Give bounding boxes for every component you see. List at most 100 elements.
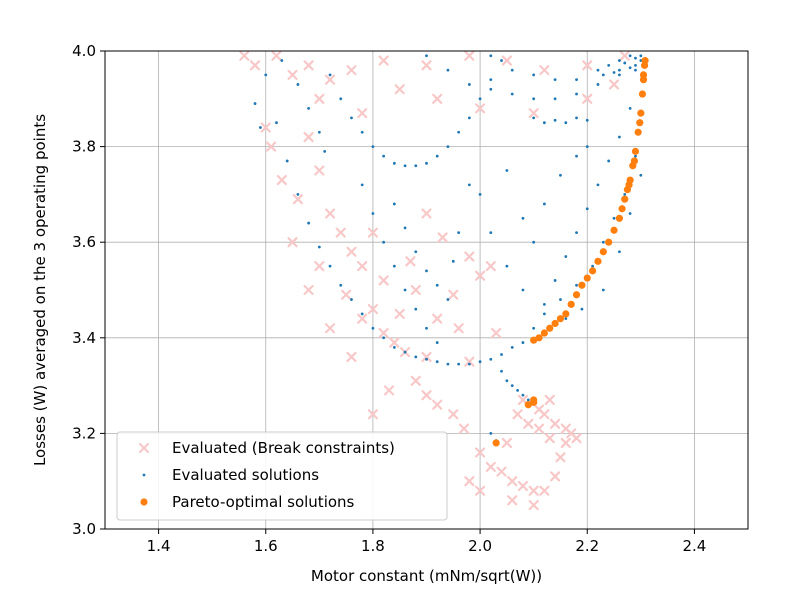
- break-constraint-point: [378, 55, 389, 66]
- break-constraint-point: [287, 69, 298, 81]
- evaluated-point: [542, 121, 546, 125]
- break-constraint-point: [410, 375, 421, 386]
- legend-box: [116, 431, 448, 521]
- x-tick-label: 1.6: [254, 537, 278, 555]
- break-constraint-point: [474, 270, 486, 281]
- evaluated-point: [639, 54, 643, 58]
- evaluated-point: [618, 250, 621, 254]
- break-constraint-point: [448, 409, 459, 420]
- legend-label: Pareto-optimal solutions: [172, 493, 355, 511]
- evaluated-point: [339, 283, 343, 287]
- break-constraint-point: [367, 227, 379, 238]
- break-constraint-point: [549, 471, 561, 482]
- pareto-point: [636, 119, 644, 127]
- evaluated-point: [323, 149, 327, 153]
- y-tick-label: 3.4: [72, 329, 96, 347]
- break-constraint-point: [239, 50, 250, 61]
- break-constraint-point: [287, 237, 298, 248]
- break-constraint-point: [608, 79, 620, 90]
- pareto-point: [567, 300, 575, 308]
- evaluated-point: [414, 307, 418, 311]
- evaluated-point: [435, 341, 439, 344]
- pareto-point: [599, 248, 607, 256]
- break-constraint-point: [421, 208, 432, 219]
- evaluated-point: [585, 207, 589, 211]
- evaluated-point: [575, 154, 578, 158]
- evaluated-point: [532, 73, 536, 77]
- legend-label: Evaluated solutions: [172, 466, 319, 484]
- evaluated-point: [446, 68, 450, 72]
- break-constraint-point: [533, 404, 545, 415]
- legend-marker: [140, 498, 148, 506]
- evaluated-point: [467, 362, 471, 366]
- break-constraint-point: [432, 93, 443, 104]
- evaluated-point: [596, 183, 600, 187]
- evaluated-point: [275, 121, 278, 125]
- evaluated-point: [526, 398, 530, 402]
- break-constraint-point: [357, 261, 368, 272]
- evaluated-point: [634, 56, 637, 60]
- break-constraint-point: [544, 394, 555, 406]
- evaluated-point: [467, 83, 471, 86]
- evaluated-point: [403, 226, 407, 230]
- evaluated-point: [607, 159, 611, 163]
- evaluated-point: [585, 145, 589, 149]
- break-constraint-point: [378, 275, 389, 286]
- legend-marker: [138, 442, 150, 454]
- y-tick-label: 3.2: [72, 424, 96, 442]
- break-constraint-point: [357, 313, 368, 324]
- evaluated-point: [264, 73, 268, 77]
- evaluated-point: [634, 154, 637, 158]
- evaluated-point: [253, 102, 257, 105]
- break-constraint-point: [346, 65, 357, 76]
- evaluated-point: [564, 317, 568, 321]
- break-constraint-point: [324, 74, 336, 85]
- break-constraint-point: [464, 50, 475, 61]
- break-constraint-point: [507, 495, 518, 506]
- evaluated-point: [425, 161, 428, 165]
- y-axis-label: Losses (W) averaged on the 3 operating p…: [31, 114, 49, 466]
- pareto-point: [610, 226, 618, 234]
- break-constraint-point: [555, 452, 566, 463]
- break-constraint-point: [421, 60, 432, 71]
- break-constraint-point: [528, 500, 539, 511]
- evaluated-point: [521, 341, 525, 344]
- evaluated-point: [392, 161, 396, 165]
- pareto-point: [530, 336, 538, 344]
- evaluated-point: [564, 255, 568, 258]
- break-constraint-point: [464, 356, 475, 367]
- evaluated-point: [350, 116, 353, 120]
- break-constraint-point: [303, 131, 314, 143]
- evaluated-point: [478, 360, 482, 364]
- pareto-point: [562, 310, 570, 318]
- pareto-point: [638, 90, 647, 98]
- break-constraint-point: [619, 50, 630, 61]
- break-constraint-point: [410, 284, 421, 296]
- pareto-point: [546, 324, 554, 332]
- break-constraint-point: [464, 476, 475, 487]
- pareto-point: [572, 291, 581, 299]
- evaluated-point: [457, 362, 461, 366]
- evaluated-point: [280, 59, 284, 62]
- evaluated-point: [425, 357, 428, 361]
- evaluated-point: [478, 193, 482, 196]
- pareto-point: [631, 147, 640, 155]
- break-constraint-point: [314, 261, 325, 272]
- break-constraint-point: [539, 65, 550, 76]
- evaluated-point: [634, 68, 637, 72]
- evaluated-point: [328, 73, 332, 77]
- legend-label: Evaluated (Break constraints): [172, 439, 395, 457]
- evaluated-point: [414, 355, 418, 359]
- evaluated-point: [296, 193, 300, 196]
- evaluated-point: [505, 264, 509, 268]
- evaluated-point: [489, 231, 493, 235]
- evaluated-point: [559, 173, 562, 177]
- break-constraint-point: [485, 261, 496, 272]
- pareto-point: [641, 56, 649, 65]
- evaluated-point: [317, 130, 321, 134]
- evaluated-point: [505, 169, 509, 172]
- pareto-point: [535, 334, 543, 342]
- pareto-point: [634, 128, 642, 136]
- evaluated-point: [532, 326, 536, 330]
